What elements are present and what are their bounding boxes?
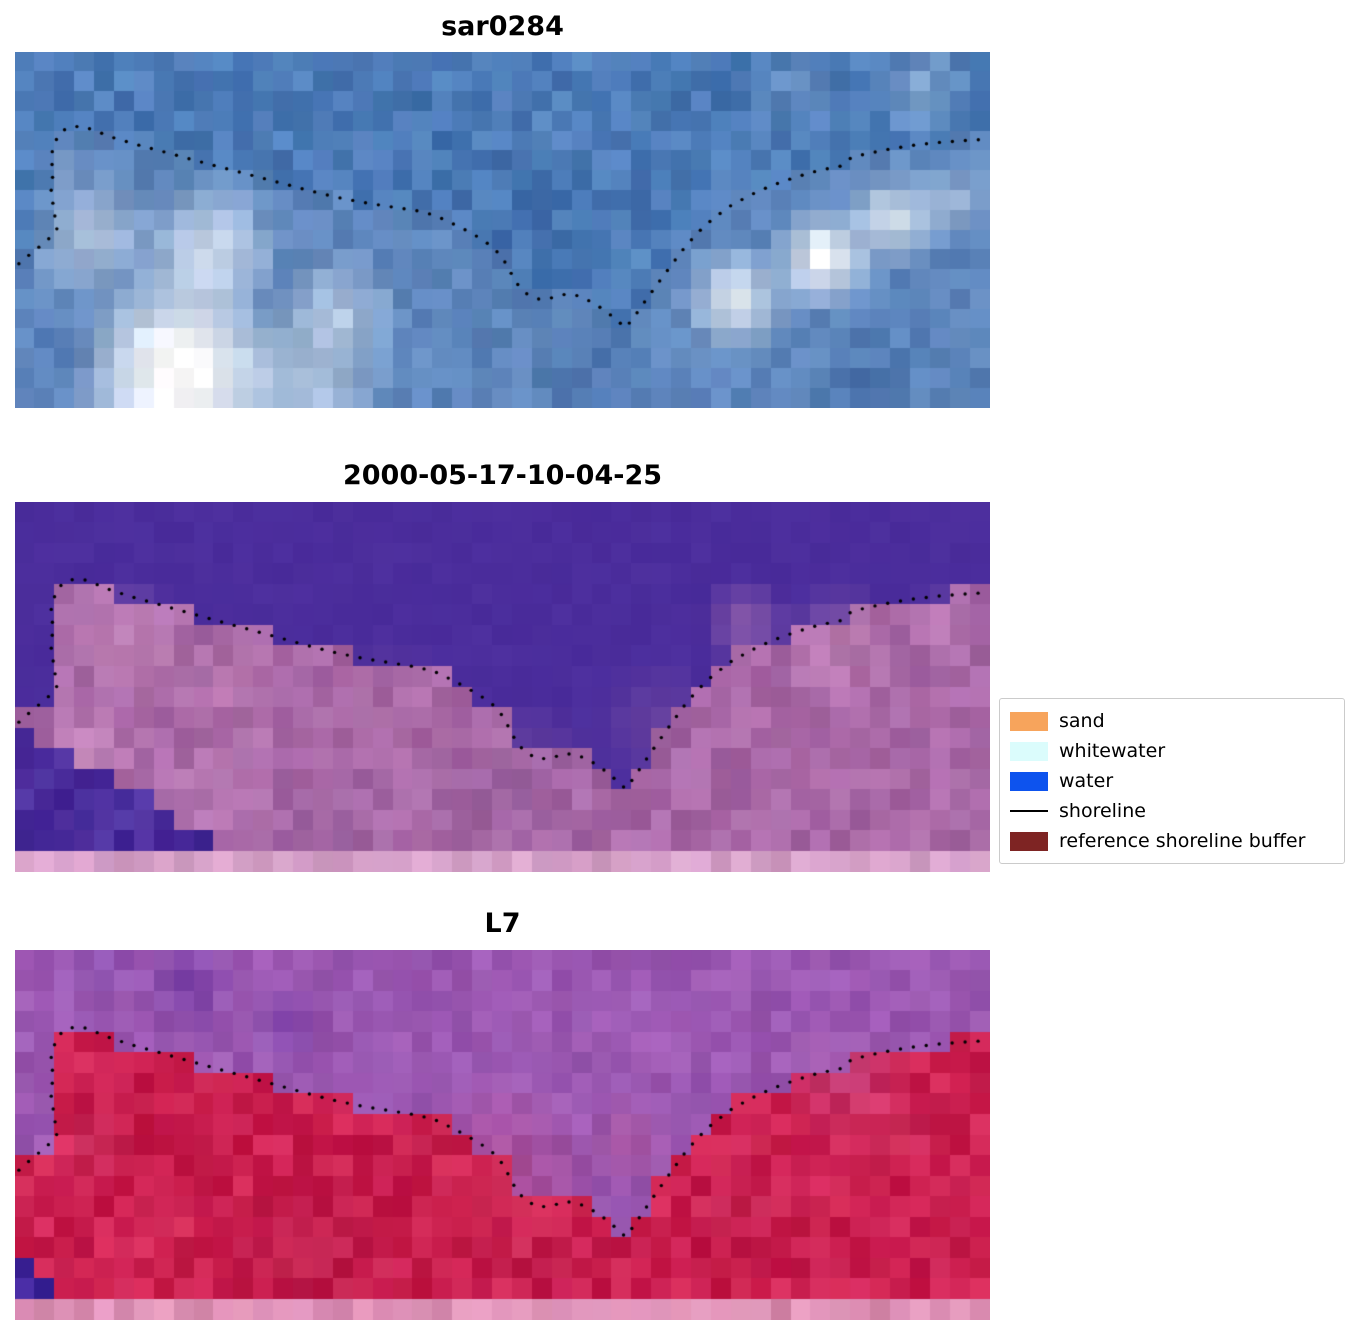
water-swatch bbox=[1010, 771, 1048, 791]
satellite-image-sar0284 bbox=[15, 52, 990, 408]
sand-swatch bbox=[1010, 711, 1048, 731]
legend-entry: water bbox=[1010, 766, 1334, 796]
panel-title-sar0284: sar0284 bbox=[441, 11, 564, 42]
legend-entry: shoreline bbox=[1010, 796, 1334, 826]
legend-entries: sand whitewater water shoreline reference sh… bbox=[1010, 706, 1334, 856]
legend-label: shoreline bbox=[1059, 800, 1146, 822]
shoreline-swatch bbox=[1010, 810, 1048, 812]
legend: sand whitewater water shoreline reference sh… bbox=[999, 698, 1345, 864]
l7-image bbox=[15, 950, 990, 1320]
legend-label: reference shoreline buffer bbox=[1059, 830, 1306, 852]
legend-label: sand bbox=[1059, 710, 1105, 732]
reference-shoreline-buffer-swatch bbox=[1010, 831, 1048, 851]
panel-title-l7: L7 bbox=[484, 908, 521, 939]
legend-entry: reference shoreline buffer bbox=[1010, 826, 1334, 856]
legend-label: whitewater bbox=[1059, 740, 1166, 762]
legend-label: water bbox=[1059, 770, 1114, 792]
legend-entry: sand bbox=[1010, 706, 1334, 736]
legend-entry: whitewater bbox=[1010, 736, 1334, 766]
whitewater-swatch bbox=[1010, 741, 1048, 761]
classified-image bbox=[15, 502, 990, 872]
panel-title-classified-date: 2000-05-17-10-04-25 bbox=[342, 460, 663, 491]
